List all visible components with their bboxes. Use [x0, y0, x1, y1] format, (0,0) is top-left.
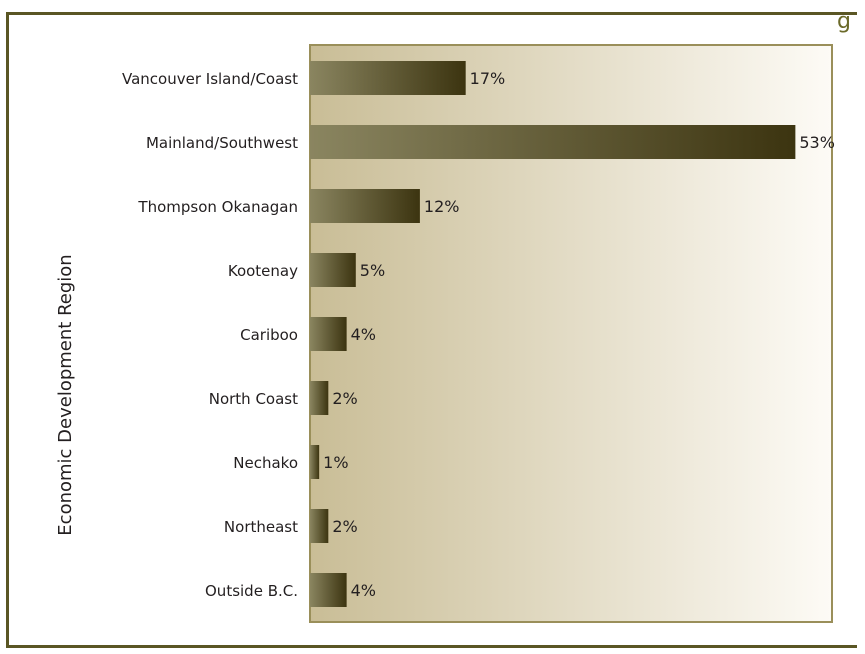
bar — [310, 189, 420, 223]
category-label: Nechako — [233, 454, 298, 472]
bar — [310, 61, 466, 95]
bar — [310, 317, 347, 351]
value-label: 4% — [351, 581, 376, 600]
value-label: 2% — [332, 389, 357, 408]
bar — [310, 445, 320, 479]
bars-layer — [310, 61, 796, 607]
y-axis-title: Economic Development Region — [55, 254, 76, 535]
bar — [310, 125, 796, 159]
category-label: Mainland/Southwest — [146, 134, 298, 152]
clipped-corner-text: g — [837, 9, 851, 34]
category-label: Cariboo — [240, 326, 298, 344]
value-label: 17% — [470, 69, 506, 88]
category-label: Outside B.C. — [205, 582, 298, 600]
bar — [310, 573, 347, 607]
value-label: 2% — [332, 517, 357, 536]
chart-frame: g — [6, 9, 857, 648]
value-labels: 17% 53% 12% 5% 4% 2% 1% 2% 4% — [323, 69, 835, 600]
bar — [310, 253, 356, 287]
value-label: 53% — [799, 133, 835, 152]
bar — [310, 509, 329, 543]
category-label: North Coast — [209, 390, 298, 408]
category-label: Thompson Okanagan — [137, 198, 298, 216]
category-labels: Vancouver Island/Coast Mainland/Southwest… — [122, 70, 298, 600]
value-label: 4% — [351, 325, 376, 344]
value-label: 12% — [424, 197, 460, 216]
category-label: Vancouver Island/Coast — [122, 70, 298, 88]
bar — [310, 381, 329, 415]
value-label: 1% — [323, 453, 348, 472]
category-label: Kootenay — [228, 262, 298, 280]
category-label: Northeast — [224, 518, 298, 536]
value-label: 5% — [360, 261, 385, 280]
